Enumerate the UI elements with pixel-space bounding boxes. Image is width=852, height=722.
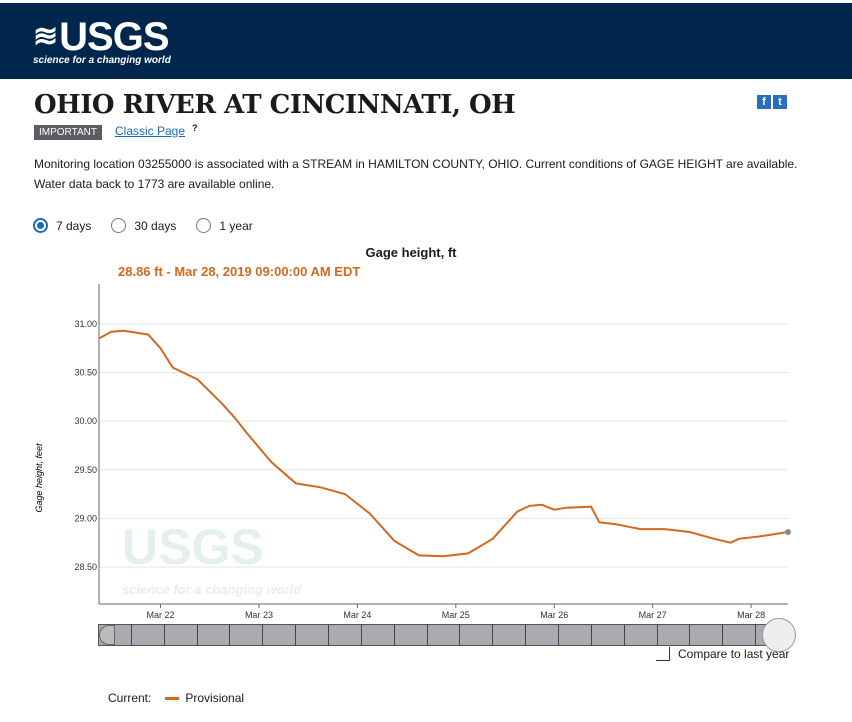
brush-cell [428, 625, 461, 645]
brush-cell [592, 625, 625, 645]
wave-icon: ≋ [33, 20, 58, 53]
brush-cell [263, 625, 297, 645]
x-tick-label: Mar 26 [540, 610, 568, 620]
usgs-watermark: USGS science for a changing world [122, 519, 302, 597]
brush-cell [99, 625, 132, 645]
x-tick-label: Mar 24 [343, 610, 371, 620]
brush-cell [395, 625, 428, 645]
y-tick-label: 28.50 [74, 562, 97, 572]
brush-cell [690, 625, 724, 645]
brush-cell [460, 625, 494, 645]
legend: Current: Provisional [108, 691, 245, 705]
brush-cell [296, 625, 330, 645]
legend-swatch-provisional [165, 696, 180, 700]
twitter-icon[interactable]: t [773, 95, 787, 109]
series-line-provisional [98, 329, 789, 558]
usgs-logo[interactable]: ≋ USGS science for a changing world [33, 15, 171, 66]
y-tick-label: 30.00 [74, 416, 97, 426]
brush-cell [625, 625, 658, 645]
radio-7-days[interactable]: 7 days [33, 218, 91, 233]
facebook-icon[interactable]: f [757, 95, 771, 109]
brush-cell [362, 625, 395, 645]
y-tick-label: 29.50 [74, 465, 97, 475]
brush-cell [526, 625, 560, 645]
brush-cell [493, 625, 527, 645]
radio-30-days[interactable]: 30 days [111, 218, 176, 233]
classic-page-link[interactable]: Classic Page [115, 124, 186, 138]
brush-left-handle[interactable] [99, 625, 115, 645]
brush-cell [230, 625, 264, 645]
chart-tooltip: 28.86 ft - Mar 28, 2019 09:00:00 AM EDT [118, 264, 361, 279]
y-tick-label: 30.50 [74, 368, 97, 378]
important-badge[interactable]: IMPORTANT [34, 125, 102, 140]
page-title: OHIO RIVER AT CINCINNATI, OH [34, 90, 516, 120]
y-axis-label: Gage height, feet [34, 443, 44, 513]
site-header: ≋ USGS science for a changing world [0, 0, 852, 79]
brush-cell [198, 625, 231, 645]
chart-title: Gage height, ft [365, 245, 457, 260]
x-tick-label: Mar 23 [245, 610, 273, 620]
x-tick-label: Mar 28 [737, 610, 765, 620]
help-icon[interactable]: ? [192, 123, 198, 133]
radio-1-year[interactable]: 1 year [196, 218, 253, 233]
gage-height-chart[interactable]: USGS science for a changing world 28.50 2… [0, 280, 852, 620]
current-point [785, 529, 791, 536]
brush-right-handle[interactable] [762, 618, 796, 652]
brush-cell [658, 625, 691, 645]
y-tick-label: 31.00 [74, 319, 97, 329]
x-tick-label: Mar 27 [639, 610, 667, 620]
y-tick-label: 29.00 [74, 513, 97, 523]
x-tick-label: Mar 22 [147, 610, 175, 620]
time-brush[interactable] [98, 624, 790, 646]
period-selector: 7 days 30 days 1 year [33, 218, 273, 233]
brush-cell [559, 625, 592, 645]
brush-cell [329, 625, 362, 645]
brush-cell [165, 625, 198, 645]
compare-last-year-checkbox[interactable]: Compare to last year [656, 647, 789, 661]
svg-text:science for a changing world: science for a changing world [122, 582, 302, 597]
svg-text:USGS: USGS [122, 519, 264, 575]
social-links: f t [757, 95, 787, 109]
brush-cell [723, 625, 757, 645]
x-tick-label: Mar 25 [442, 610, 470, 620]
brush-cell [132, 625, 165, 645]
location-description: Monitoring location 03255000 is associat… [34, 157, 798, 191]
